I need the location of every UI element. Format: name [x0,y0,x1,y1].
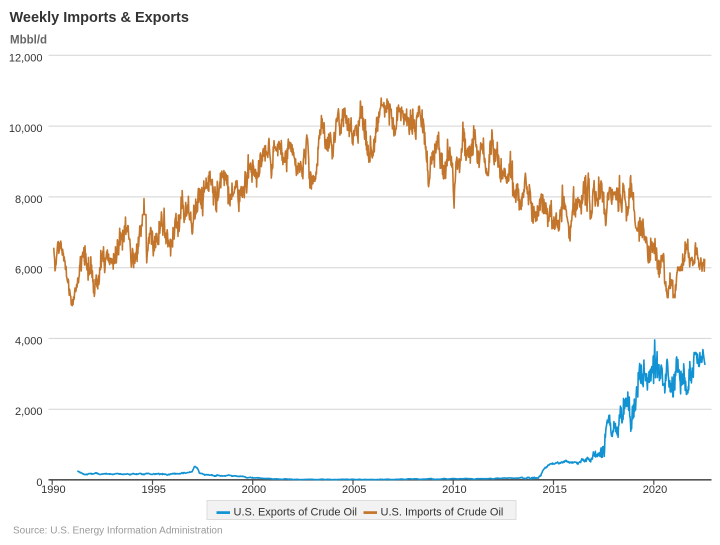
svg-text:2015: 2015 [542,484,566,496]
svg-text:6,000: 6,000 [15,265,43,277]
svg-text:12,000: 12,000 [9,52,43,64]
svg-text:10,000: 10,000 [9,123,43,135]
svg-text:0: 0 [36,477,42,489]
svg-text:2000: 2000 [242,484,266,496]
svg-text:U.S. Imports of Crude Oil: U.S. Imports of Crude Oil [381,506,504,518]
svg-text:2005: 2005 [342,484,366,496]
svg-text:2020: 2020 [643,484,667,496]
svg-text:1995: 1995 [141,484,165,496]
svg-text:2,000: 2,000 [15,406,43,418]
svg-text:2010: 2010 [442,484,466,496]
svg-text:8,000: 8,000 [15,194,43,206]
svg-text:U.S. Exports of Crude Oil: U.S. Exports of Crude Oil [234,506,358,518]
svg-text:Weekly Imports & Exports: Weekly Imports & Exports [10,10,189,26]
svg-text:4,000: 4,000 [15,335,43,347]
svg-text:1990: 1990 [41,484,65,496]
svg-text:Source: U.S. Energy Informatio: Source: U.S. Energy Information Administ… [13,525,223,536]
svg-text:Mbbl/d: Mbbl/d [10,35,47,47]
